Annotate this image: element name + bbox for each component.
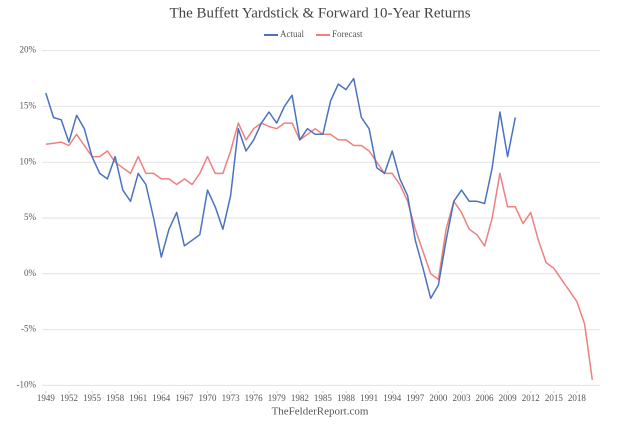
y-tick-label: -5% [21, 324, 36, 334]
y-tick-label: 20% [20, 45, 37, 55]
x-tick-label: 2012 [522, 393, 540, 403]
x-tick-label: 1964 [152, 393, 171, 403]
x-tick-label: 1949 [37, 393, 56, 403]
x-tick-label: 1985 [314, 393, 333, 403]
x-tick-label: 1967 [175, 393, 194, 403]
x-tick-label: 1979 [268, 393, 287, 403]
x-tick-label: 1976 [245, 393, 264, 403]
y-tick-label: 5% [24, 212, 37, 222]
x-tick-label: 1994 [383, 393, 402, 403]
x-tick-label: 1952 [60, 393, 78, 403]
x-tick-label: 1982 [291, 393, 309, 403]
x-tick-label: 1991 [360, 393, 378, 403]
y-tick-label: 15% [20, 100, 37, 110]
y-tick-label: -10% [17, 379, 37, 389]
legend-label: Forecast [332, 29, 363, 39]
x-tick-label: 2006 [476, 393, 495, 403]
x-tick-label: 1958 [106, 393, 125, 403]
x-tick-label: 1973 [222, 393, 241, 403]
chart-title: The Buffett Yardstick & Forward 10-Year … [169, 5, 470, 21]
series-line [45, 122, 594, 380]
x-tick-label: 2009 [499, 393, 518, 403]
x-tick-label: 1955 [83, 393, 102, 403]
x-tick-label: 1997 [406, 393, 425, 403]
series-line [45, 77, 517, 300]
x-tick-label: 1961 [129, 393, 147, 403]
x-tick-label: 2018 [568, 393, 587, 403]
legend-label: Actual [280, 29, 304, 39]
y-tick-label: 0% [24, 268, 37, 278]
x-tick-label: 2015 [545, 393, 564, 403]
x-tick-label: 1988 [337, 393, 356, 403]
source: TheFelderReport.com [272, 406, 369, 418]
x-tick-label: 2003 [452, 393, 471, 403]
x-tick-label: 1970 [198, 393, 217, 403]
y-tick-label: 10% [20, 156, 37, 166]
x-tick-label: 2000 [429, 393, 448, 403]
